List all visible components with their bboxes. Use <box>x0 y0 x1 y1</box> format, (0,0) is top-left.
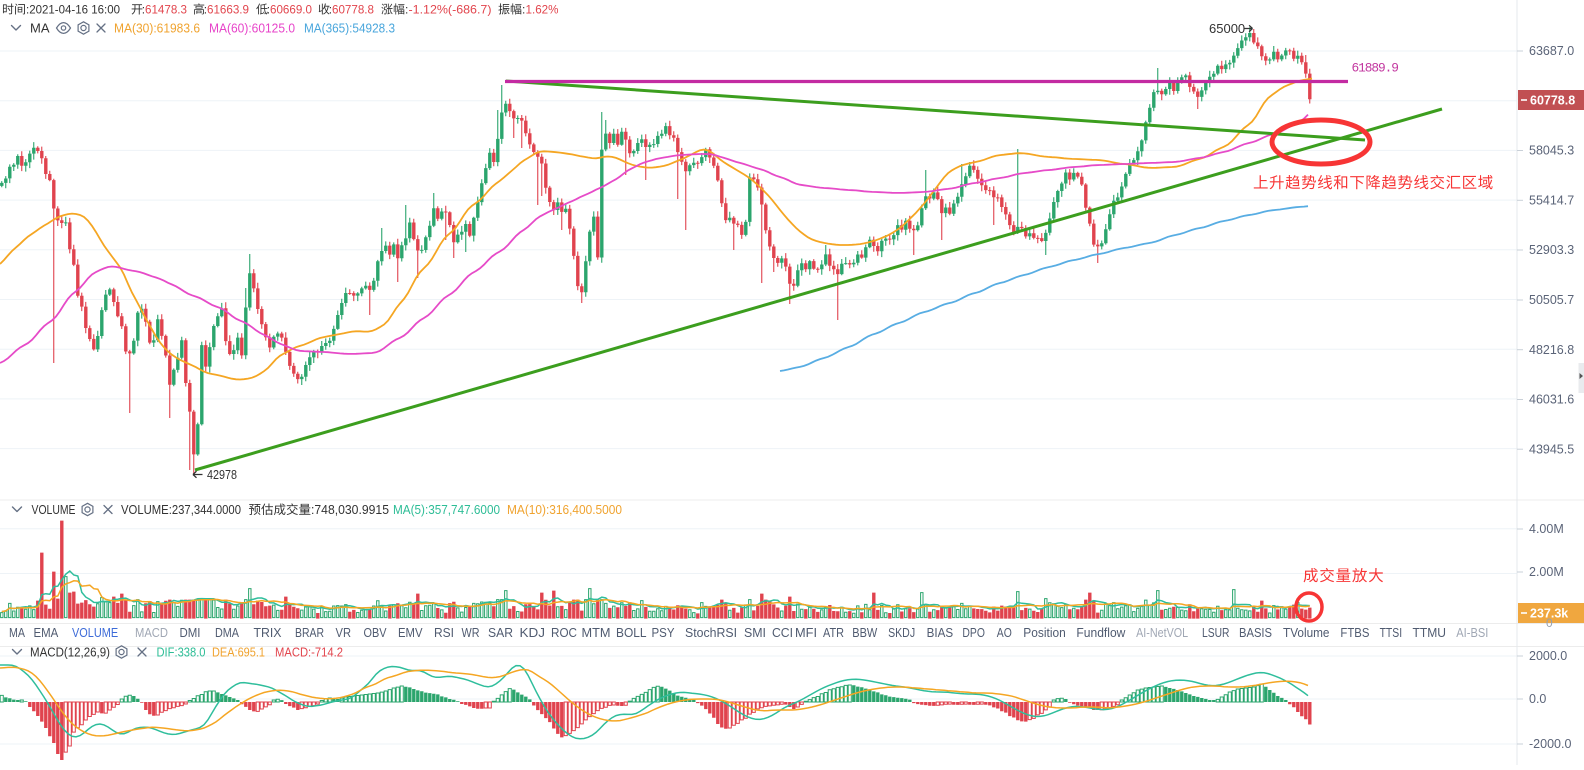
svg-text:SAR: SAR <box>488 626 513 640</box>
svg-text:58045.3: 58045.3 <box>1529 144 1574 158</box>
svg-text:61478.3: 61478.3 <box>145 3 187 17</box>
svg-text:65000: 65000 <box>1209 21 1245 36</box>
svg-text:0.0: 0.0 <box>1529 692 1546 706</box>
svg-text:61663.9: 61663.9 <box>207 3 249 17</box>
svg-text:OBV: OBV <box>364 626 388 640</box>
svg-text:ROC: ROC <box>551 626 577 640</box>
svg-text:60669.0: 60669.0 <box>270 3 312 17</box>
svg-text:MFI: MFI <box>795 626 817 640</box>
svg-text:2.00M: 2.00M <box>1529 565 1564 579</box>
svg-text:MTM: MTM <box>582 626 611 640</box>
svg-text:MA(30):61983.6: MA(30):61983.6 <box>114 22 200 36</box>
svg-text:50505.7: 50505.7 <box>1529 293 1574 307</box>
svg-text:SKDJ: SKDJ <box>888 626 915 640</box>
svg-text:EMA: EMA <box>34 626 59 640</box>
svg-text:43945.5: 43945.5 <box>1529 442 1574 456</box>
svg-text:BASIS: BASIS <box>1239 626 1272 640</box>
svg-text:VOLUME:237,344.0000: VOLUME:237,344.0000 <box>121 503 241 517</box>
svg-text:StochRSI: StochRSI <box>685 626 737 640</box>
svg-text:DMI: DMI <box>180 626 201 640</box>
svg-text:TVolume: TVolume <box>1283 626 1330 640</box>
svg-text:63687.0: 63687.0 <box>1529 44 1574 58</box>
svg-text:61889.9: 61889.9 <box>1352 61 1399 76</box>
svg-text:MACD: MACD <box>135 626 168 640</box>
svg-text:TTMU: TTMU <box>1413 626 1447 640</box>
svg-text:RSI: RSI <box>434 626 454 640</box>
svg-text:48216.8: 48216.8 <box>1529 343 1574 357</box>
svg-text:MACD(12,26,9): MACD(12,26,9) <box>30 645 110 660</box>
svg-text:KDJ: KDJ <box>520 626 546 640</box>
svg-text:52903.3: 52903.3 <box>1529 243 1574 257</box>
svg-text:MA(10):316,400.5000: MA(10):316,400.5000 <box>507 503 622 517</box>
svg-text:WR: WR <box>462 626 480 640</box>
svg-text:PSY: PSY <box>652 626 676 640</box>
svg-text:BIAS: BIAS <box>927 626 954 640</box>
svg-text:0: 0 <box>1546 616 1553 630</box>
svg-text:60778.8: 60778.8 <box>1530 94 1575 108</box>
svg-text:MA: MA <box>9 626 26 640</box>
svg-text:AI-BSI: AI-BSI <box>1456 626 1488 640</box>
svg-text:AI-NetVOL: AI-NetVOL <box>1136 626 1188 640</box>
svg-text:42978: 42978 <box>207 468 237 482</box>
svg-text:SMI: SMI <box>744 626 766 640</box>
svg-text:BRAR: BRAR <box>295 626 324 640</box>
svg-text:MA(60):60125.0: MA(60):60125.0 <box>209 22 295 36</box>
svg-text:DEA:695.1: DEA:695.1 <box>212 646 265 660</box>
svg-text:BOLL: BOLL <box>616 626 647 640</box>
svg-text:LSUR: LSUR <box>1202 626 1230 640</box>
svg-text:ATR: ATR <box>823 626 844 640</box>
svg-text:TTSI: TTSI <box>1380 626 1403 640</box>
svg-text:CCI: CCI <box>772 626 793 640</box>
svg-text:60778.8: 60778.8 <box>332 3 374 17</box>
svg-text:MA: MA <box>30 21 50 36</box>
svg-text:MA(5):357,747.6000: MA(5):357,747.6000 <box>393 503 500 517</box>
svg-text:MACD:-714.2: MACD:-714.2 <box>275 646 343 660</box>
svg-text:VOLUME: VOLUME <box>32 502 76 517</box>
svg-text:VOLUME: VOLUME <box>72 626 118 640</box>
svg-text:AO: AO <box>997 626 1012 640</box>
svg-text:DIF:338.0: DIF:338.0 <box>157 646 206 660</box>
svg-text:EMV: EMV <box>398 626 423 640</box>
svg-text:55414.7: 55414.7 <box>1529 194 1574 208</box>
svg-text:DMA: DMA <box>215 626 240 640</box>
svg-text:46031.6: 46031.6 <box>1529 393 1574 407</box>
svg-text:4.00M: 4.00M <box>1529 522 1564 536</box>
svg-text::748,030.9915: :748,030.9915 <box>311 503 389 517</box>
svg-text:Fundflow: Fundflow <box>1076 626 1126 640</box>
svg-text:MA(365):54928.3: MA(365):54928.3 <box>304 22 395 36</box>
svg-text:Position: Position <box>1023 626 1066 640</box>
svg-text:FTBS: FTBS <box>1340 626 1369 640</box>
svg-text:-2000.0: -2000.0 <box>1529 737 1571 751</box>
svg-text::2021-04-16 16:00: :2021-04-16 16:00 <box>26 3 120 17</box>
svg-text:-1.12%(-686.7): -1.12%(-686.7) <box>409 3 492 17</box>
svg-text:DPO: DPO <box>962 626 985 640</box>
svg-text:BBW: BBW <box>852 626 877 640</box>
svg-text:TRIX: TRIX <box>254 626 283 640</box>
svg-text:2000.0: 2000.0 <box>1529 649 1567 663</box>
svg-text:VR: VR <box>336 626 352 640</box>
svg-text:1.62%: 1.62% <box>526 3 559 17</box>
